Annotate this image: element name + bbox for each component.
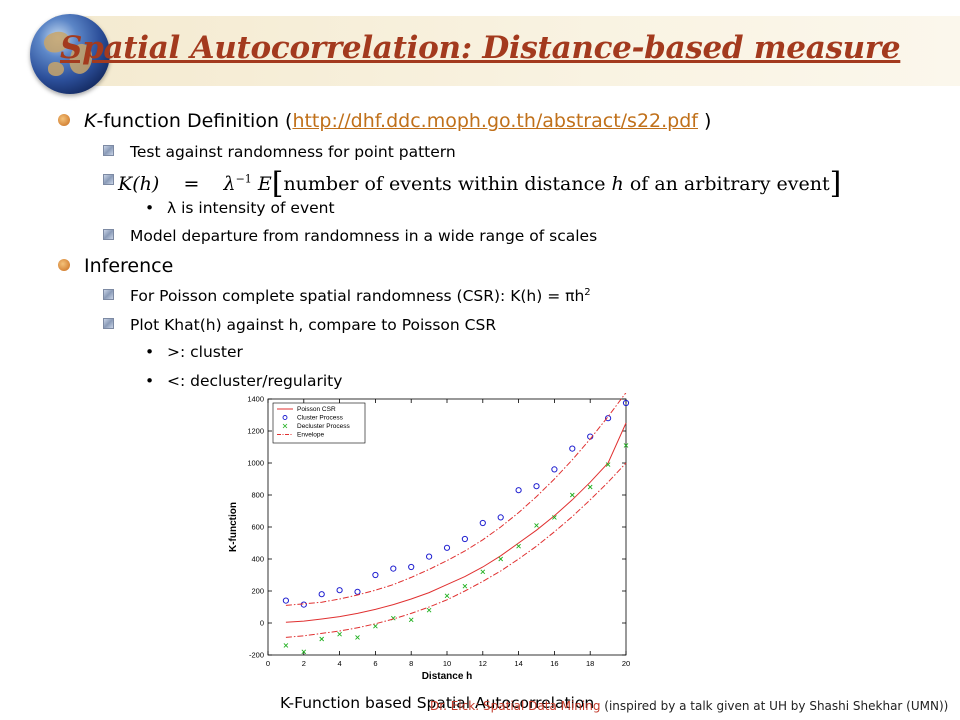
series-line-3	[285, 393, 627, 606]
cluster-point	[569, 445, 576, 452]
series-line-0	[285, 422, 627, 623]
dot-bullet-icon: •	[145, 199, 155, 217]
cluster-point	[515, 487, 522, 494]
y-tick-label: 1200	[247, 427, 264, 436]
y-tick-label: 1400	[247, 395, 264, 404]
decluster-point	[569, 492, 575, 498]
bullet-plot: Plot Khat(h) against h, compare to Poiss…	[103, 316, 496, 334]
y-tick-label: 0	[260, 619, 264, 628]
decluster-point	[623, 443, 629, 448]
decluster-point	[462, 583, 468, 589]
figure-caption: K-Function based Spatial Autocorrelation	[280, 694, 595, 712]
grey-square-bullet-icon	[103, 174, 114, 185]
grey-square-bullet-icon	[103, 145, 114, 156]
x-tick-label: 12	[479, 659, 487, 668]
legend-label: Poisson CSR	[297, 406, 336, 413]
x-tick-label: 6	[373, 659, 377, 668]
x-tick-label: 8	[409, 659, 413, 668]
x-tick-label: 10	[443, 659, 451, 668]
bullet-model: Model departure from randomness in a wid…	[103, 227, 597, 245]
x-tick-label: 2	[302, 659, 306, 668]
bullet-inference: Inference	[58, 255, 173, 277]
legend-label: Cluster Process	[297, 415, 344, 422]
decluster-point	[319, 636, 325, 642]
k-function-chart: 0 2 4 6 8 10 12 14 16 18 20-2000200400600800100012…	[228, 393, 630, 682]
y-tick-label: 800	[251, 491, 264, 500]
decluster-point	[355, 635, 360, 640]
decluster-point	[408, 617, 414, 623]
y-tick-label: 600	[251, 523, 264, 532]
decluster-point	[426, 607, 432, 613]
orange-round-bullet-icon	[58, 114, 70, 126]
legend-label: Decluster Process	[297, 423, 350, 430]
decluster-point	[587, 484, 593, 490]
orange-round-bullet-icon	[58, 259, 70, 271]
cluster-point	[336, 587, 343, 594]
bullet-kfunction: K-function Definition (http://dhf.ddc.mo…	[58, 110, 711, 132]
title-band	[55, 16, 960, 86]
decluster-point	[480, 569, 486, 575]
definition-link[interactable]: http://dhf.ddc.moph.go.th/abstract/s22.p…	[292, 110, 698, 132]
decluster-point	[301, 649, 307, 655]
cluster-point	[426, 553, 433, 560]
decluster-point	[552, 515, 557, 520]
cluster-point	[479, 519, 486, 527]
decluster-point	[337, 631, 342, 637]
x-tick-label: 4	[338, 659, 342, 668]
footer: Dr. Eick: Spatial Data Mining (inspired …	[430, 699, 949, 713]
bullet-lambda: • λ is intensity of event	[145, 199, 335, 217]
bullet-formula-marker	[103, 172, 130, 190]
decluster-point	[534, 523, 539, 528]
bullet-decluster: • <: decluster/regularity	[145, 372, 343, 390]
globe-icon	[30, 14, 110, 94]
decluster-point	[373, 623, 378, 629]
grey-square-bullet-icon	[103, 229, 114, 240]
y-axis-label: K-function	[228, 502, 239, 552]
cluster-point	[551, 466, 558, 473]
legend-symbol	[282, 415, 288, 420]
x-tick-label: 16	[550, 659, 558, 668]
y-tick-label: 200	[251, 587, 264, 596]
bullet-cluster: • >: cluster	[145, 343, 243, 361]
decluster-point	[605, 462, 611, 467]
legend-label: Envelope	[297, 432, 324, 439]
cluster-point	[605, 415, 612, 422]
k-function-formula: K(h) = λ−1 E[number of events within dis…	[118, 166, 842, 201]
y-tick-label: 1000	[247, 459, 264, 468]
cluster-point	[300, 601, 307, 608]
cluster-point	[354, 588, 361, 595]
cluster-point	[318, 591, 325, 598]
grey-square-bullet-icon	[103, 289, 114, 301]
y-tick-label: 400	[251, 555, 264, 564]
decluster-point	[516, 543, 521, 549]
x-tick-label: 14	[514, 659, 522, 668]
cluster-point	[497, 514, 504, 521]
decluster-point	[498, 556, 504, 562]
cluster-point	[390, 565, 397, 572]
bullet-test: Test against randomness for point patter…	[103, 143, 456, 161]
cluster-point	[533, 483, 540, 490]
decluster-point	[283, 643, 289, 648]
decluster-point	[444, 593, 450, 599]
cluster-point	[443, 544, 451, 551]
cluster-point	[372, 571, 379, 579]
x-tick-label: 0	[266, 659, 270, 668]
slide-title: Spatial Autocorrelation: Distance-based …	[60, 30, 901, 66]
x-tick-label: 20	[622, 659, 630, 668]
y-tick-label: -200	[249, 651, 264, 660]
bullet-poisson: For Poisson complete spatial randomness …	[103, 287, 591, 305]
cluster-point	[282, 597, 290, 604]
cluster-point	[408, 563, 415, 571]
dot-bullet-icon: •	[145, 343, 155, 361]
x-axis-label: Distance h	[422, 671, 473, 682]
cluster-point	[622, 399, 630, 407]
series-line-4	[285, 462, 627, 638]
grey-square-bullet-icon	[103, 318, 114, 329]
dot-bullet-icon: •	[145, 372, 155, 390]
cluster-point	[461, 535, 468, 543]
legend-symbol	[282, 423, 288, 429]
x-tick-label: 18	[586, 659, 594, 668]
legend-box	[272, 402, 366, 444]
